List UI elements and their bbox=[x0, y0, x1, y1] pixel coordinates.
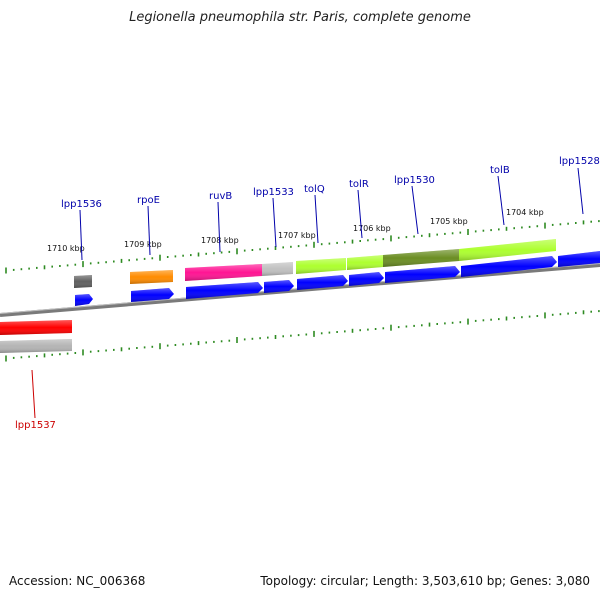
genes-forward bbox=[75, 251, 600, 306]
gene-label-lpp1528[interactable]: lpp1528 bbox=[559, 156, 600, 167]
scale-label: 1707 kbp bbox=[278, 231, 316, 240]
scale-ticks-lower bbox=[5, 310, 600, 362]
label-leaders bbox=[31, 167, 584, 419]
scale-label: 1709 kbp bbox=[124, 240, 162, 249]
features-reverse bbox=[0, 320, 72, 353]
gene-label-tolR[interactable]: tolR bbox=[349, 179, 369, 190]
scale-label: 1710 kbp bbox=[47, 244, 85, 253]
gene-label-ruvB[interactable]: ruvB bbox=[209, 191, 232, 202]
scale-label: 1706 kbp bbox=[353, 224, 391, 233]
gene-label-rpoE[interactable]: rpoE bbox=[137, 195, 160, 206]
scale-label: 1704 kbp bbox=[506, 208, 544, 217]
genome-summary-text: Topology: circular; Length: 3,503,610 bp… bbox=[260, 574, 590, 588]
gene-label-lpp1533[interactable]: lpp1533 bbox=[253, 187, 294, 198]
gene-label-lpp1537[interactable]: lpp1537 bbox=[15, 420, 56, 431]
gene-label-lpp1536[interactable]: lpp1536 bbox=[61, 199, 102, 210]
gene-label-lpp1530[interactable]: lpp1530 bbox=[394, 175, 435, 186]
map-title: Legionella pneumophila str. Paris, compl… bbox=[129, 10, 471, 25]
features-upper-row bbox=[74, 239, 556, 288]
gene-label-tolB[interactable]: tolB bbox=[490, 165, 510, 176]
gene-label-tolQ[interactable]: tolQ bbox=[304, 184, 325, 195]
genome-backbone bbox=[0, 263, 600, 317]
accession-text: Accession: NC_006368 bbox=[9, 574, 146, 588]
scale-label: 1705 kbp bbox=[430, 217, 468, 226]
